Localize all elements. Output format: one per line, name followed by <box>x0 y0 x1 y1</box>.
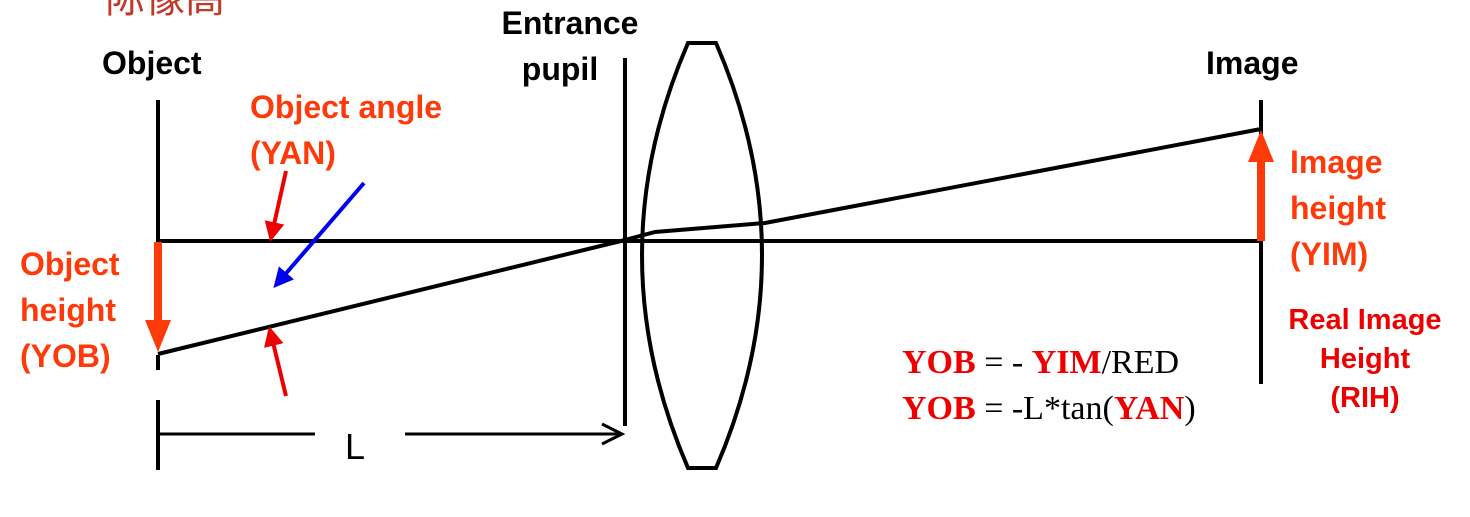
formula2-tail: ) <box>1184 390 1196 427</box>
formula2-eq: = -L*tan( <box>975 390 1114 427</box>
image-height-arrowhead <box>1248 130 1274 162</box>
distance-label: L <box>345 426 366 467</box>
real-image-height-label: Real Image Height (RIH) <box>1270 301 1460 418</box>
entrance-pupil-label-line2: pupil <box>521 51 599 87</box>
lens-shape <box>640 41 764 470</box>
formula-yob-tan: YOB = -L*tan(YAN) <box>902 386 1196 432</box>
image-height-label-line3: (YIM) <box>1290 236 1369 272</box>
formula1-var: YOB <box>902 344 976 381</box>
formula2-var2: YAN <box>1113 390 1185 427</box>
real-image-height-label-line2: Height <box>1319 343 1411 375</box>
object-angle-label-line1: Object angle <box>250 89 443 125</box>
formula1-eq: = - <box>975 344 1032 381</box>
real-image-height-label-line3: (RIH) <box>1330 382 1400 414</box>
real-image-height-label-line1: Real Image <box>1288 304 1442 336</box>
object-angle-label: Object angle (YAN) <box>250 84 442 176</box>
image-height-label-line2: height <box>1290 190 1386 226</box>
object-angle-label-line2: (YAN) <box>250 135 336 171</box>
angle-indicator-arrow-lower <box>264 326 288 397</box>
object-height-label-line3: (YOB) <box>20 338 111 374</box>
object-height-label: Object height (YOB) <box>20 241 120 379</box>
angle-pointer-blue-arrow <box>273 181 366 289</box>
formula2-var: YOB <box>902 390 976 427</box>
object-height-label-line2: height <box>20 292 116 328</box>
image-height-label: Image height (YIM) <box>1290 139 1386 277</box>
chief-ray <box>157 127 1262 356</box>
formula1-rest: /RED <box>1101 344 1180 381</box>
formula-yob-yim: YOB = - YIM/RED <box>902 340 1179 386</box>
image-label: Image <box>1206 45 1299 81</box>
angle-indicator-arrow-upper <box>264 170 288 242</box>
object-height-arrowhead <box>145 320 171 352</box>
image-height-label-line1: Image <box>1290 144 1383 180</box>
entrance-pupil-label-line1: Entrance <box>501 5 639 41</box>
formula1-var2: YIM <box>1031 344 1102 381</box>
distance-arrowhead <box>601 422 626 446</box>
entrance-pupil-label: Entrance pupil <box>480 0 660 92</box>
object-label: Object <box>102 45 202 81</box>
object-height-label-line1: Object <box>20 246 120 282</box>
top-partial-heading: 际像高 <box>105 0 225 22</box>
